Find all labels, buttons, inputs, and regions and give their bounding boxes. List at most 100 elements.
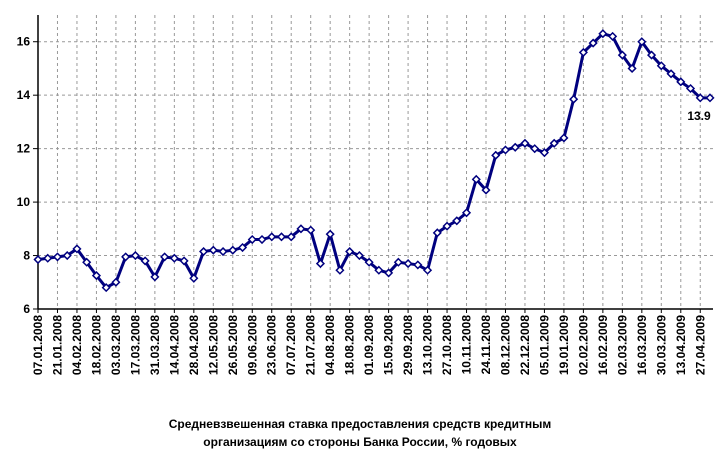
marker <box>500 145 511 155</box>
x-tick-label: 15.09.2008 <box>382 315 396 375</box>
line <box>37 32 710 290</box>
x-tick-label: 23.06.2008 <box>265 315 279 375</box>
marker <box>179 256 189 266</box>
marker <box>237 242 248 253</box>
marker <box>306 225 316 235</box>
x-tick-label: 04.08.2008 <box>323 315 337 375</box>
x-tick-label: 22.12.2008 <box>518 315 532 375</box>
marker <box>72 244 82 254</box>
marker <box>325 229 335 239</box>
marker <box>130 250 140 261</box>
marker <box>374 265 384 275</box>
marker <box>52 252 63 262</box>
marker <box>569 94 579 104</box>
marker <box>247 234 257 245</box>
x-tick-label: 31.03.2008 <box>148 315 162 375</box>
marker <box>101 283 111 293</box>
marker <box>647 50 657 60</box>
x-tick-label: 27.10.2008 <box>440 315 454 375</box>
x-tick-label: 19.01.2009 <box>557 315 571 375</box>
x-tick-label: 02.02.2009 <box>576 315 590 375</box>
x-tick-label: 27.04.2009 <box>693 315 707 375</box>
marker <box>676 77 686 87</box>
marker <box>432 228 442 238</box>
x-tick-label: 09.06.2008 <box>245 315 259 375</box>
marker <box>559 133 569 143</box>
x-tick-label: 02.03.2009 <box>615 315 629 375</box>
marker <box>121 252 131 262</box>
x-tick-label: 05.01.2009 <box>537 315 551 375</box>
marker <box>267 232 277 242</box>
y-tick-label: 16 <box>17 35 31 49</box>
marker <box>160 252 170 262</box>
marker <box>530 144 540 154</box>
y-tick-label: 12 <box>17 142 31 156</box>
marker <box>413 260 423 270</box>
marker <box>345 246 355 257</box>
marker <box>491 150 501 160</box>
marker <box>685 83 696 94</box>
x-tick-label: 04.02.2008 <box>70 315 84 375</box>
x-tick-label: 21.01.2008 <box>50 315 64 375</box>
x-tick-label: 30.03.2009 <box>654 315 668 375</box>
marker <box>150 272 160 282</box>
marker <box>169 253 179 263</box>
marker <box>549 138 559 148</box>
marker <box>111 277 121 287</box>
x-tick-label: 13.04.2009 <box>674 315 688 375</box>
marker <box>91 271 101 281</box>
marker <box>384 268 394 278</box>
x-tick-label: 16.03.2009 <box>635 315 649 375</box>
marker <box>656 61 666 71</box>
x-tick-label: 12.05.2008 <box>206 315 220 375</box>
marker <box>539 148 549 158</box>
x-tick-label: 08.12.2008 <box>498 315 512 375</box>
marker <box>62 250 72 261</box>
x-tick-label: 07.01.2008 <box>31 315 45 375</box>
y-tick-label: 8 <box>23 249 30 263</box>
x-tick-label: 01.09.2008 <box>362 315 376 375</box>
marker <box>461 208 472 218</box>
marker <box>218 246 228 257</box>
marker <box>627 63 637 74</box>
marker <box>588 38 598 48</box>
x-tick-label: 16.02.2009 <box>596 315 610 375</box>
marker <box>598 29 608 39</box>
x-tick-label: 24.11.2008 <box>479 315 493 375</box>
x-tick-label: 13.10.2008 <box>421 315 435 375</box>
marker <box>705 93 715 103</box>
marker <box>364 257 374 267</box>
marker <box>481 185 491 195</box>
marker <box>315 259 325 269</box>
x-tick-label: 21.07.2008 <box>304 315 318 375</box>
x-tick-label: 14.04.2008 <box>167 315 181 375</box>
marker <box>354 250 364 261</box>
marker <box>452 216 462 226</box>
marker <box>442 221 452 231</box>
marker <box>276 232 287 242</box>
x-tick-label: 28.04.2008 <box>187 315 201 375</box>
marker <box>82 257 92 267</box>
marker <box>33 254 43 265</box>
marker <box>510 142 520 152</box>
chart-title: организациям со стороны Банка России, % … <box>203 435 517 449</box>
y-tick-label: 14 <box>17 88 31 102</box>
marker <box>423 265 433 275</box>
x-tick-label: 07.07.2008 <box>284 315 298 375</box>
marker <box>228 245 238 255</box>
marker <box>286 232 296 242</box>
x-tick-label: 26.05.2008 <box>226 315 240 375</box>
marker <box>208 245 218 255</box>
x-tick-label: 18.02.2008 <box>89 315 103 375</box>
marker <box>43 253 53 263</box>
y-tick-label: 6 <box>23 302 30 316</box>
marker <box>393 257 403 267</box>
chart-title: Средневзвешенная ставка предоставления с… <box>169 417 552 431</box>
marker <box>578 47 588 57</box>
marker <box>199 246 209 257</box>
marker <box>335 265 345 275</box>
marker <box>520 138 530 148</box>
x-tick-label: 18.08.2008 <box>343 315 357 375</box>
marker <box>637 37 647 47</box>
